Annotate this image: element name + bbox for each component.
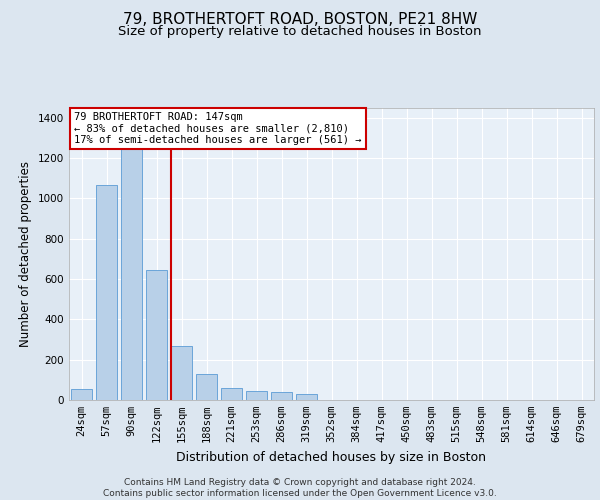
- Bar: [296, 394, 317, 400]
- Text: Contains HM Land Registry data © Crown copyright and database right 2024.
Contai: Contains HM Land Registry data © Crown c…: [103, 478, 497, 498]
- Bar: [271, 392, 292, 400]
- Bar: [171, 346, 192, 400]
- Bar: [146, 270, 167, 400]
- Bar: [71, 389, 92, 400]
- Bar: [221, 388, 242, 400]
- Text: Size of property relative to detached houses in Boston: Size of property relative to detached ho…: [118, 25, 482, 38]
- Bar: [121, 144, 142, 400]
- Text: 79, BROTHERTOFT ROAD, BOSTON, PE21 8HW: 79, BROTHERTOFT ROAD, BOSTON, PE21 8HW: [123, 12, 477, 28]
- Bar: [246, 391, 267, 400]
- Bar: [96, 185, 117, 400]
- Bar: [196, 374, 217, 400]
- Y-axis label: Number of detached properties: Number of detached properties: [19, 161, 32, 347]
- X-axis label: Distribution of detached houses by size in Boston: Distribution of detached houses by size …: [176, 450, 487, 464]
- Text: 79 BROTHERTOFT ROAD: 147sqm
← 83% of detached houses are smaller (2,810)
17% of : 79 BROTHERTOFT ROAD: 147sqm ← 83% of det…: [74, 112, 362, 145]
